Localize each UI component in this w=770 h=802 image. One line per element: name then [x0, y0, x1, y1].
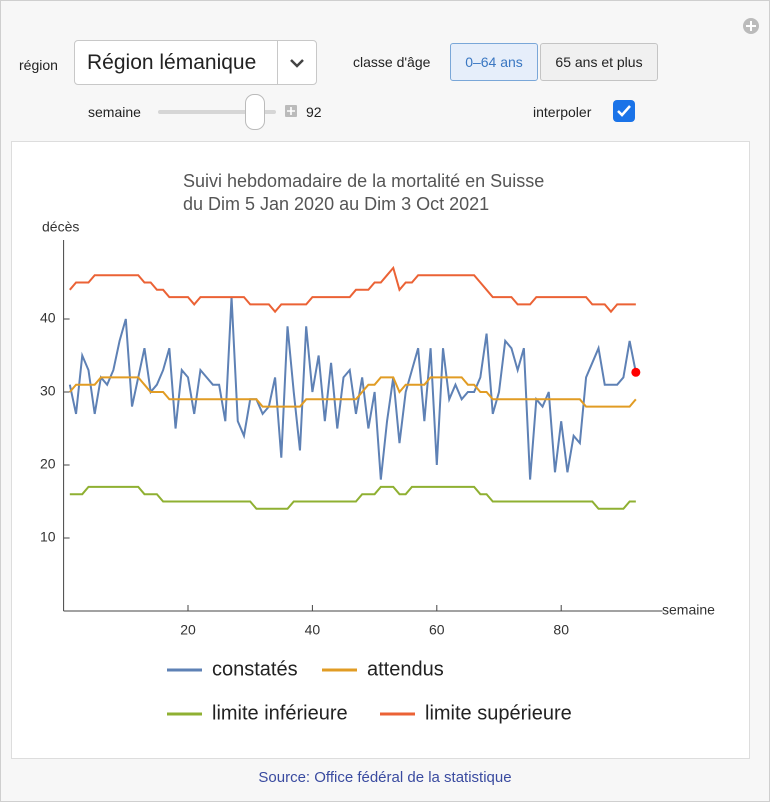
legend-label: limite supérieure — [425, 702, 572, 724]
current-week-point — [631, 367, 641, 377]
series-line — [69, 265, 636, 314]
age-button[interactable]: 65 ans et plus — [540, 43, 658, 81]
chart-title: Suivi hebdomadaire de la mortalité en Su… — [183, 171, 544, 191]
legend-label: attendus — [367, 658, 444, 680]
chart-subtitle: du Dim 5 Jan 2020 au Dim 3 Oct 2021 — [183, 194, 489, 214]
interpolate-checkbox[interactable] — [613, 100, 635, 122]
y-tick-label: 10 — [40, 529, 56, 545]
age-label: classe d'âge — [353, 54, 431, 70]
y-axis-label: décès — [42, 219, 79, 235]
options-icon[interactable] — [742, 17, 760, 35]
x-tick-label: 20 — [180, 622, 196, 638]
x-tick-label: 60 — [429, 622, 445, 638]
series-line — [68, 297, 637, 480]
week-slider-track[interactable] — [158, 110, 276, 114]
region-value: Région lémanique — [87, 51, 257, 74]
slider-expand-icon[interactable] — [285, 105, 297, 117]
y-tick-label: 40 — [40, 310, 56, 326]
region-dropdown[interactable]: Région lémanique — [74, 40, 317, 85]
y-tick-label: 20 — [40, 456, 56, 472]
x-tick-label: 40 — [305, 622, 321, 638]
week-slider-thumb[interactable] — [245, 94, 265, 130]
series-line — [69, 376, 637, 408]
age-button[interactable]: 0–64 ans — [450, 43, 538, 81]
chart: Suivi hebdomadaire de la mortalité en Su… — [11, 141, 750, 759]
x-axis-label: semaine — [662, 602, 715, 618]
x-tick-label: 80 — [553, 622, 569, 638]
region-label: région — [19, 57, 58, 73]
legend-label: limite inférieure — [212, 702, 348, 724]
week-label: semaine — [88, 104, 141, 120]
interpolate-label: interpoler — [533, 104, 592, 120]
source: Source: Office fédéral de la statistique — [258, 769, 512, 786]
y-tick-label: 30 — [40, 383, 56, 399]
series-line — [69, 485, 636, 510]
legend-label: constatés — [212, 658, 298, 680]
week-value: 92 — [306, 104, 322, 120]
